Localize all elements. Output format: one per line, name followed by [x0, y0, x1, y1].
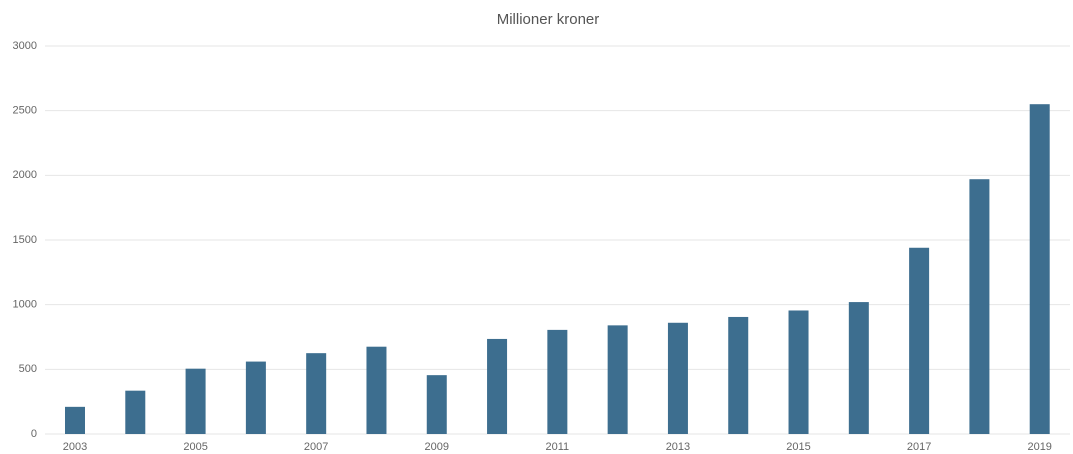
x-tick-label: 2005 [183, 441, 207, 453]
chart-title: Millioner kroner [497, 11, 600, 28]
bar [1029, 104, 1050, 434]
bar [306, 353, 327, 434]
bar [366, 346, 387, 434]
bar [969, 179, 990, 434]
bar [245, 361, 266, 434]
y-tick-label: 500 [19, 363, 37, 375]
x-tick-label: 2019 [1027, 441, 1051, 453]
x-tick-label: 2009 [425, 441, 449, 453]
bar [125, 390, 146, 434]
x-tick-label: 2013 [666, 441, 690, 453]
x-tick-label: 2007 [304, 441, 328, 453]
bar [547, 329, 568, 434]
y-tick-label: 3000 [13, 40, 37, 52]
x-tick-label: 2015 [786, 441, 810, 453]
bar [487, 338, 508, 434]
x-tick-label: 2011 [546, 441, 570, 453]
y-tick-label: 1000 [13, 299, 37, 311]
bar [667, 322, 688, 434]
y-tick-label: 2000 [13, 169, 37, 181]
x-tick-label: 2017 [907, 441, 931, 453]
y-tick-label: 2500 [13, 105, 37, 117]
bar [426, 375, 447, 434]
bar [607, 325, 628, 434]
bar [909, 247, 930, 434]
x-tick-label: 2003 [63, 441, 87, 453]
bar [185, 368, 206, 434]
y-tick-label: 1500 [13, 234, 37, 246]
bar [728, 316, 749, 434]
bar [788, 310, 809, 434]
y-tick-label: 0 [31, 428, 37, 440]
bar [848, 302, 869, 434]
bar [65, 406, 85, 434]
